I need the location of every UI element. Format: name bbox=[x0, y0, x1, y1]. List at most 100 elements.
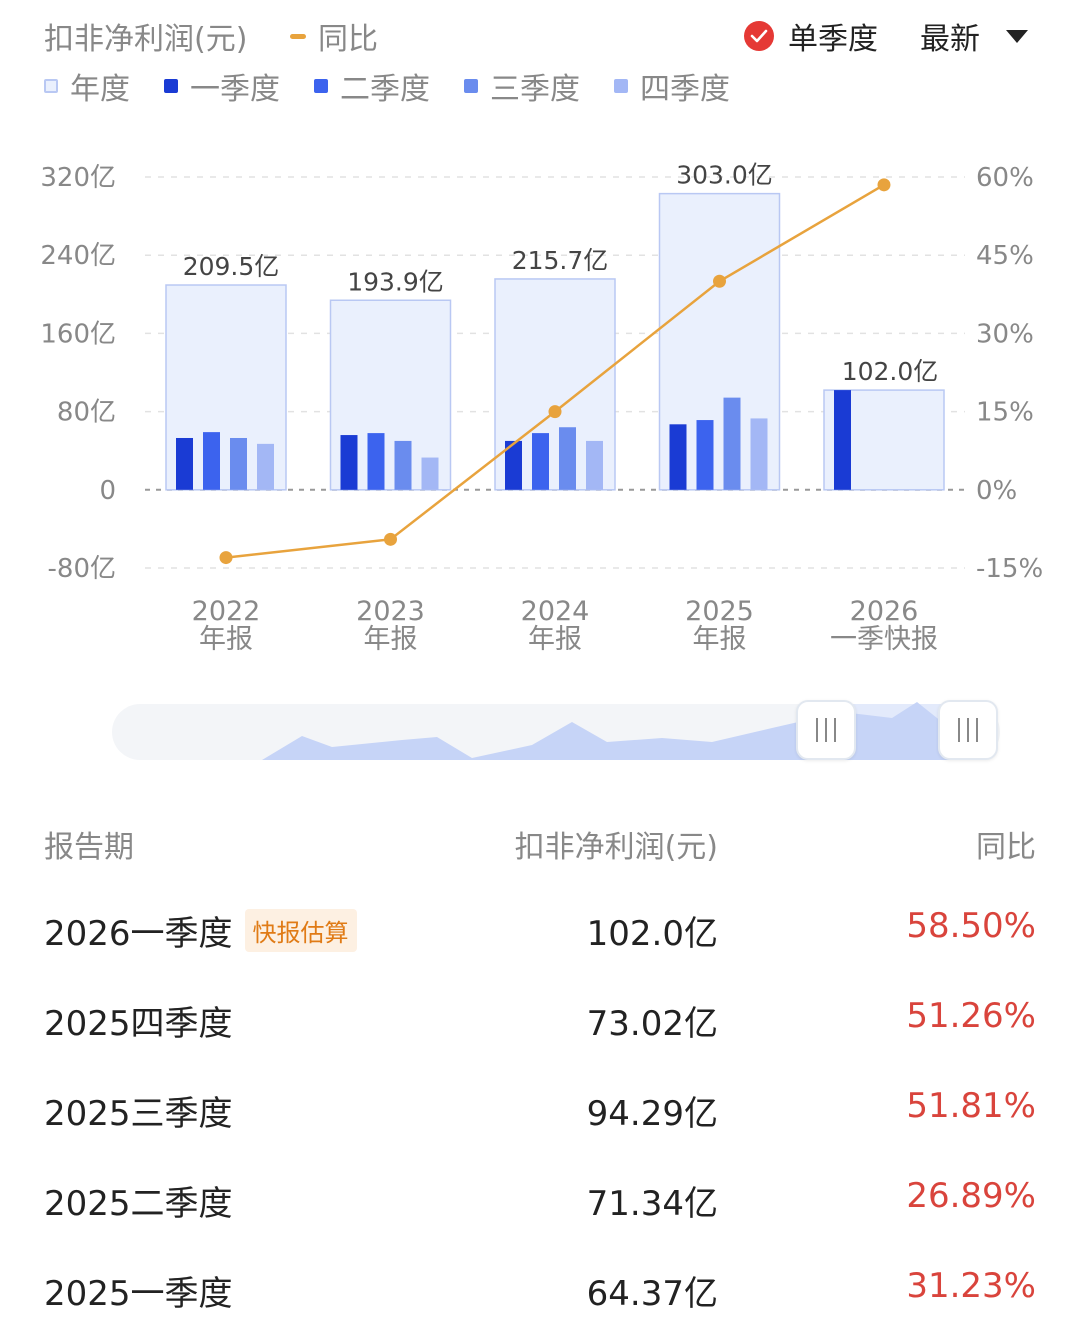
quarter-bar bbox=[586, 440, 603, 490]
legend-item-q2[interactable]: 二季度 bbox=[314, 64, 430, 108]
annual-value-label: 303.0亿 bbox=[676, 161, 773, 190]
quarter-bar bbox=[421, 457, 439, 490]
row-period-cell: 2026一季度 快报估算 bbox=[44, 906, 357, 955]
row-period: 2025四季度 bbox=[44, 1004, 233, 1044]
row-yoy: 51.81% bbox=[906, 1086, 1036, 1126]
single-quarter-toggle[interactable]: 单季度 bbox=[744, 14, 878, 58]
legend-swatch-q2 bbox=[314, 79, 328, 93]
quarter-bar bbox=[750, 418, 768, 490]
legend-label-q3: 三季度 bbox=[490, 72, 580, 107]
quarter-bar bbox=[505, 440, 522, 490]
row-period: 2026一季度 bbox=[44, 914, 233, 954]
grip-icon bbox=[816, 718, 836, 742]
profit-chart: 320亿 240亿 160亿 80亿 0 -80亿 60% 45% 30% 15% 0% -15% 20… bbox=[40, 161, 1043, 655]
row-value: 64.37亿 bbox=[586, 1274, 718, 1314]
row-period: 2025二季度 bbox=[44, 1184, 233, 1224]
table-row[interactable]: 2025二季度 71.34亿 26.89% bbox=[0, 1150, 1080, 1240]
y-right-tick-label: 0% bbox=[976, 476, 1017, 506]
yoy-point bbox=[713, 274, 726, 288]
legend-item-q4[interactable]: 四季度 bbox=[614, 64, 730, 108]
quarter-bar bbox=[257, 443, 274, 490]
x-tick-label: 2025 bbox=[685, 596, 754, 627]
latest-label: 最新 bbox=[920, 22, 980, 57]
zoom-slider[interactable] bbox=[112, 700, 1000, 762]
y-left-tick-label: 160亿 bbox=[40, 319, 116, 349]
latest-dropdown[interactable]: 最新 bbox=[920, 14, 1028, 58]
quarter-bar bbox=[532, 433, 549, 490]
quarter-bar bbox=[203, 432, 220, 490]
header-period: 报告期 bbox=[44, 830, 134, 865]
table-header: 报告期 扣非净利润(元) 同比 bbox=[0, 800, 1080, 880]
grip-icon bbox=[958, 718, 978, 742]
y-right-tick-label: 60% bbox=[976, 163, 1034, 193]
x-tick-label: 2024 bbox=[521, 596, 590, 627]
row-value: 94.29亿 bbox=[586, 1094, 718, 1134]
x-tick-sublabel: 年报 bbox=[364, 624, 418, 655]
legend-swatch-annual bbox=[44, 79, 58, 93]
yoy-point bbox=[384, 532, 397, 546]
legend-item-q1[interactable]: 一季度 bbox=[164, 64, 280, 108]
row-yoy: 26.89% bbox=[906, 1176, 1036, 1216]
row-period: 2025三季度 bbox=[44, 1094, 233, 1134]
caret-down-icon bbox=[1006, 29, 1028, 43]
zoom-handle-right[interactable] bbox=[938, 700, 998, 760]
legend-item-q3[interactable]: 三季度 bbox=[464, 64, 580, 108]
x-tick-label: 2022 bbox=[192, 596, 261, 627]
y-left-tick-label: 320亿 bbox=[40, 163, 116, 193]
row-yoy: 58.50% bbox=[906, 906, 1036, 946]
row-value: 71.34亿 bbox=[586, 1184, 718, 1224]
legend-swatch-q1 bbox=[164, 79, 178, 93]
y-left-tick-label: -80亿 bbox=[48, 554, 116, 584]
line-legend-icon bbox=[290, 33, 306, 39]
chart-header: 扣非净利润(元) 同比 单季度 最新 年度 一季度 二季度 三季度 bbox=[0, 0, 1080, 120]
y-left-tick-label: 80亿 bbox=[57, 398, 116, 428]
table-row[interactable]: 2025一季度 64.37亿 31.23% bbox=[0, 1240, 1080, 1330]
zoom-handle-left[interactable] bbox=[796, 700, 856, 760]
annual-value-label: 209.5亿 bbox=[183, 252, 280, 281]
chart-legend: 年度 一季度 二季度 三季度 四季度 bbox=[44, 64, 764, 108]
x-tick-label: 2026 bbox=[850, 596, 919, 627]
y-right-tick-label: 15% bbox=[976, 398, 1034, 428]
table-row[interactable]: 2026一季度 快报估算 102.0亿 58.50% bbox=[0, 880, 1080, 970]
x-tick-sublabel: 一季快报 bbox=[830, 624, 938, 655]
header-yoy: 同比 bbox=[976, 830, 1036, 865]
row-period-cell: 2025四季度 bbox=[44, 996, 233, 1045]
legend-label-q1: 一季度 bbox=[190, 72, 280, 107]
quarter-bar bbox=[723, 397, 741, 490]
table-row[interactable]: 2025四季度 73.02亿 51.26% bbox=[0, 970, 1080, 1060]
quarter-bar bbox=[559, 427, 576, 490]
annual-value-label: 193.9亿 bbox=[347, 267, 444, 296]
row-yoy: 51.26% bbox=[906, 996, 1036, 1036]
single-quarter-label: 单季度 bbox=[788, 22, 878, 57]
quarter-bar bbox=[669, 424, 687, 490]
yoy-point bbox=[219, 551, 233, 565]
header-value: 扣非净利润(元) bbox=[514, 830, 718, 865]
y-right-tick-label: -15% bbox=[976, 554, 1043, 584]
quarter-bar bbox=[834, 390, 851, 490]
legend-label-q4: 四季度 bbox=[640, 72, 730, 107]
legend-item-annual[interactable]: 年度 bbox=[44, 64, 130, 108]
yoy-point bbox=[548, 405, 562, 419]
yoy-legend[interactable]: 同比 bbox=[290, 14, 378, 58]
quarter-bar bbox=[340, 435, 358, 490]
row-period-cell: 2025二季度 bbox=[44, 1176, 233, 1225]
x-tick-sublabel: 年报 bbox=[528, 624, 582, 655]
row-period: 2025一季度 bbox=[44, 1274, 233, 1314]
data-table: 报告期 扣非净利润(元) 同比 2026一季度 快报估算 102.0亿 58.5… bbox=[0, 800, 1080, 1330]
x-tick-label: 2023 bbox=[356, 596, 425, 627]
y-left-tick-label: 0 bbox=[99, 476, 116, 506]
yoy-point bbox=[877, 178, 891, 192]
x-tick-sublabel: 年报 bbox=[693, 624, 747, 655]
annual-value-label: 215.7亿 bbox=[512, 246, 609, 275]
metric-title: 扣非净利润(元) bbox=[44, 22, 248, 57]
legend-swatch-q4 bbox=[614, 79, 628, 93]
zoom-track bbox=[112, 702, 1000, 760]
row-value: 73.02亿 bbox=[586, 1004, 718, 1044]
y-right-tick-label: 30% bbox=[976, 319, 1034, 349]
check-icon bbox=[744, 21, 774, 51]
zoom-preview-area bbox=[262, 702, 957, 760]
x-tick-sublabel: 年报 bbox=[199, 624, 253, 655]
yoy-legend-label: 同比 bbox=[318, 22, 378, 57]
legend-swatch-q3 bbox=[464, 79, 478, 93]
table-row[interactable]: 2025三季度 94.29亿 51.81% bbox=[0, 1060, 1080, 1150]
